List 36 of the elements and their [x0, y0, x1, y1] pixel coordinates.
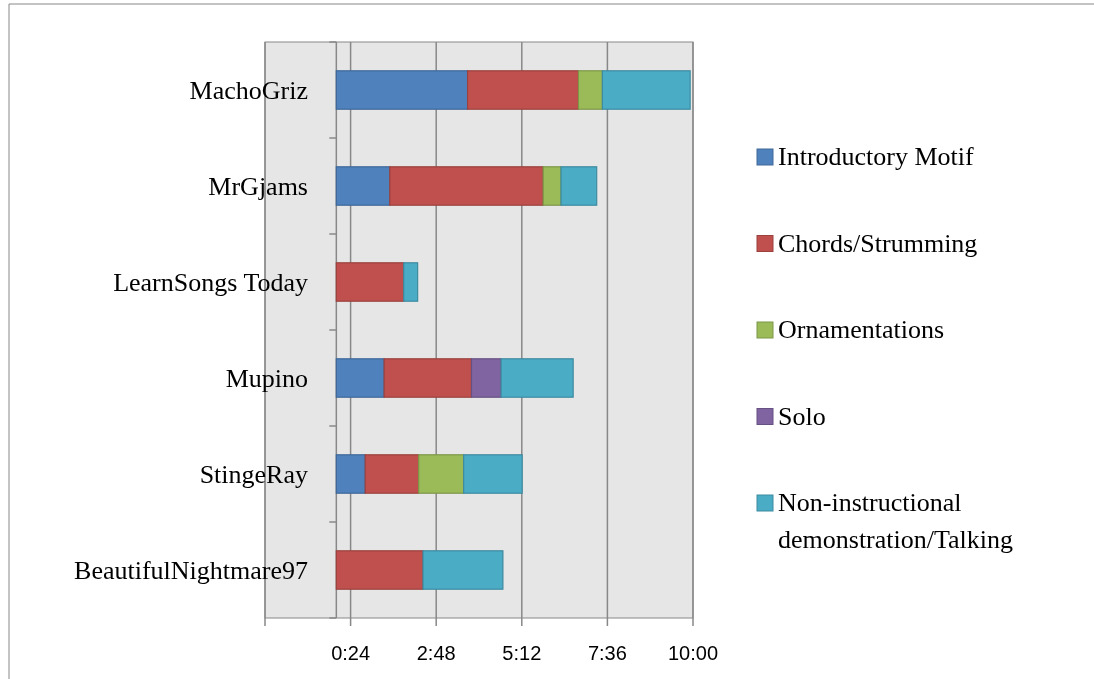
x-tick-label: 5:12	[502, 642, 542, 664]
x-tick-label: 10:00	[667, 642, 719, 664]
bar	[463, 454, 523, 494]
y-tick-label: StingeRay	[199, 460, 308, 489]
bar	[335, 70, 469, 110]
bar	[383, 358, 473, 398]
bar	[335, 166, 391, 206]
x-tick-label: 7:36	[587, 642, 627, 664]
bar	[560, 166, 598, 206]
bar	[470, 358, 502, 398]
bar	[577, 70, 604, 110]
bar	[418, 454, 465, 494]
legend-label: Non-instructional demonstration/Talking	[778, 488, 1014, 554]
y-tick-label: LearnSongs Today	[113, 268, 308, 297]
bar	[335, 262, 405, 302]
bar	[335, 454, 366, 494]
bar	[389, 166, 544, 206]
legend-label: Introductory Motif	[778, 142, 975, 171]
y-tick-label: Mupino	[225, 364, 308, 393]
bar	[500, 358, 574, 398]
x-tick-label: 0:24	[331, 642, 371, 664]
y-tick-label: MachoGriz	[189, 76, 308, 105]
bar	[403, 262, 419, 302]
y-tick-label: BeautifulNightmare97	[74, 556, 308, 585]
bar	[335, 358, 385, 398]
legend-label: Solo	[778, 401, 826, 431]
bar	[542, 166, 562, 206]
bar	[364, 454, 420, 494]
bar	[422, 550, 504, 590]
bar	[601, 70, 691, 110]
legend-label: Chords/Strumming	[778, 228, 978, 258]
bar	[335, 550, 424, 590]
x-tick-label: 2:48	[416, 642, 456, 664]
bar	[466, 70, 580, 110]
y-tick-label: MrGjams	[208, 172, 308, 201]
legend-label: Ornamentations	[778, 315, 945, 344]
